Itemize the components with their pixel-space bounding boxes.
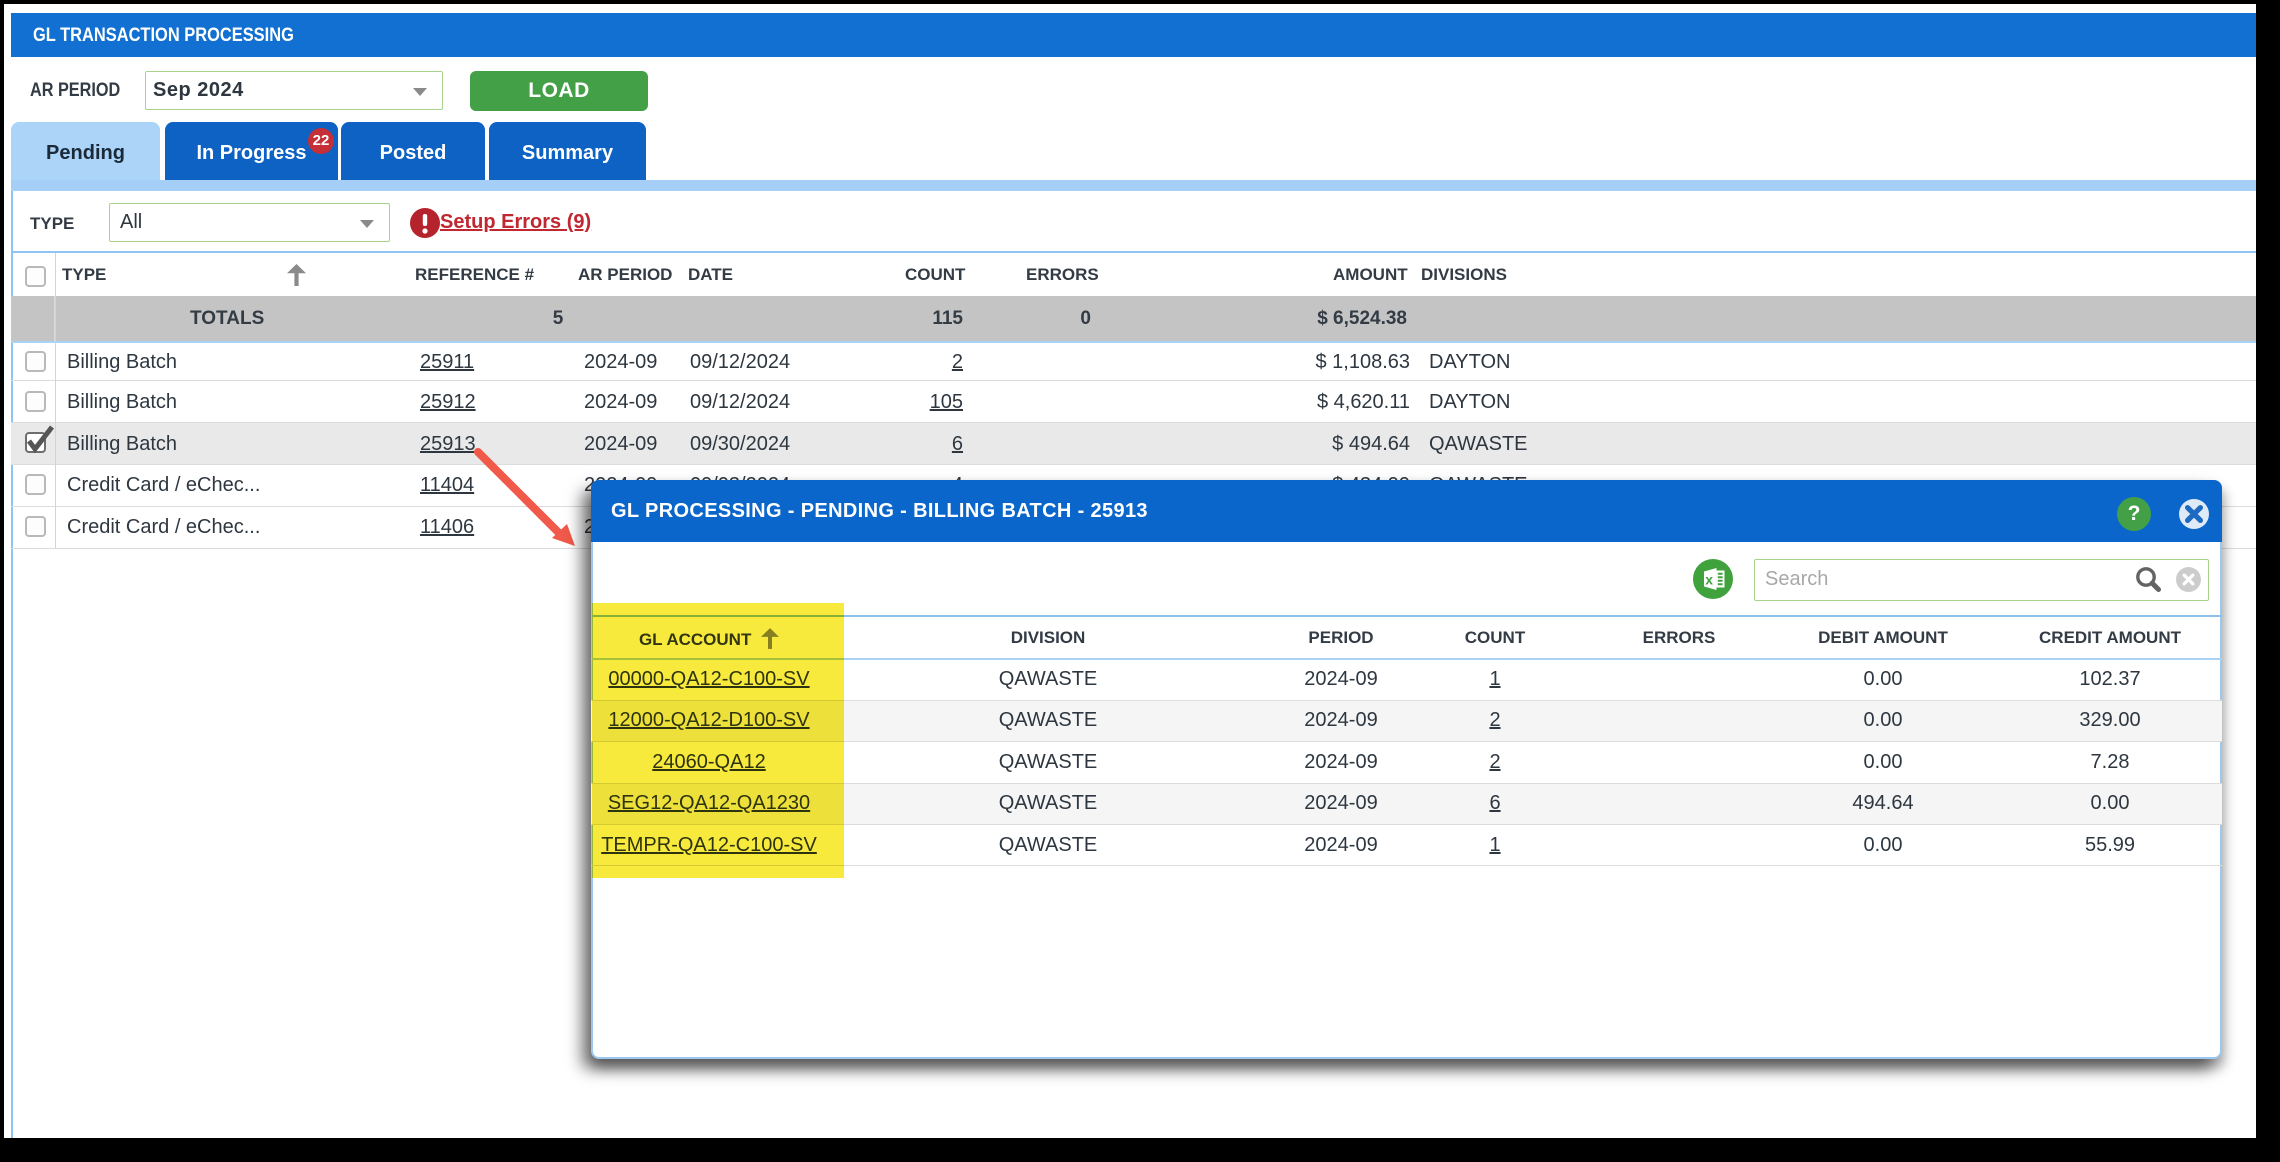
svg-text:x: x bbox=[1705, 572, 1713, 588]
